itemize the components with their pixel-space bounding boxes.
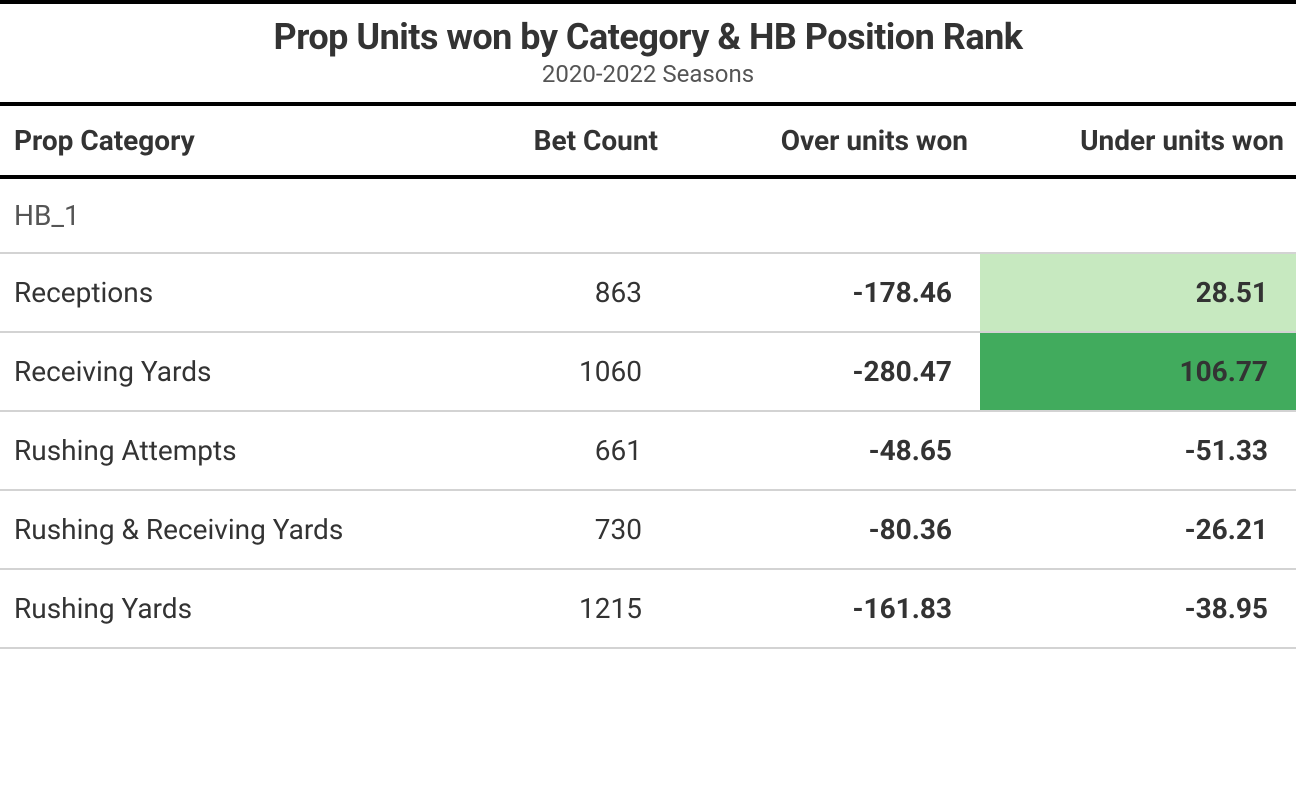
cell-over-units: -161.83 [670, 569, 980, 648]
cell-under-units: -51.33 [980, 411, 1296, 490]
cell-bet-count: 863 [430, 253, 670, 332]
cell-under-units: 28.51 [980, 253, 1296, 332]
cell-bet-count: 730 [430, 490, 670, 569]
cell-category: Rushing Yards [0, 569, 430, 648]
cell-over-units: -48.65 [670, 411, 980, 490]
table-header-row: Prop Category Bet Count Over units won U… [0, 106, 1296, 177]
table-row: Rushing Yards1215-161.83-38.95 [0, 569, 1296, 648]
cell-bet-count: 661 [430, 411, 670, 490]
cell-under-units: -38.95 [980, 569, 1296, 648]
col-header-category: Prop Category [0, 106, 430, 177]
cell-bet-count: 1060 [430, 332, 670, 411]
cell-under-units: 106.77 [980, 332, 1296, 411]
cell-category: Rushing Attempts [0, 411, 430, 490]
col-header-over: Over units won [670, 106, 980, 177]
table-header-section: Prop Units won by Category & HB Position… [0, 4, 1296, 106]
cell-category: Receiving Yards [0, 332, 430, 411]
group-row: HB_1 [0, 177, 1296, 253]
table-subtitle: 2020-2022 Seasons [0, 60, 1296, 88]
cell-over-units: -280.47 [670, 332, 980, 411]
col-header-betcount: Bet Count [430, 106, 670, 177]
cell-bet-count: 1215 [430, 569, 670, 648]
cell-over-units: -178.46 [670, 253, 980, 332]
cell-category: Receptions [0, 253, 430, 332]
group-label: HB_1 [0, 177, 1296, 253]
prop-units-table: Prop Units won by Category & HB Position… [0, 0, 1296, 649]
table-body: HB_1 Receptions863-178.4628.51Receiving … [0, 177, 1296, 648]
table-title: Prop Units won by Category & HB Position… [0, 16, 1296, 58]
cell-under-units: -26.21 [980, 490, 1296, 569]
cell-category: Rushing & Receiving Yards [0, 490, 430, 569]
table-row: Receptions863-178.4628.51 [0, 253, 1296, 332]
cell-over-units: -80.36 [670, 490, 980, 569]
col-header-under: Under units won [980, 106, 1296, 177]
table-row: Rushing Attempts661-48.65-51.33 [0, 411, 1296, 490]
table-row: Receiving Yards1060-280.47106.77 [0, 332, 1296, 411]
data-table: Prop Category Bet Count Over units won U… [0, 106, 1296, 649]
table-row: Rushing & Receiving Yards730-80.36-26.21 [0, 490, 1296, 569]
